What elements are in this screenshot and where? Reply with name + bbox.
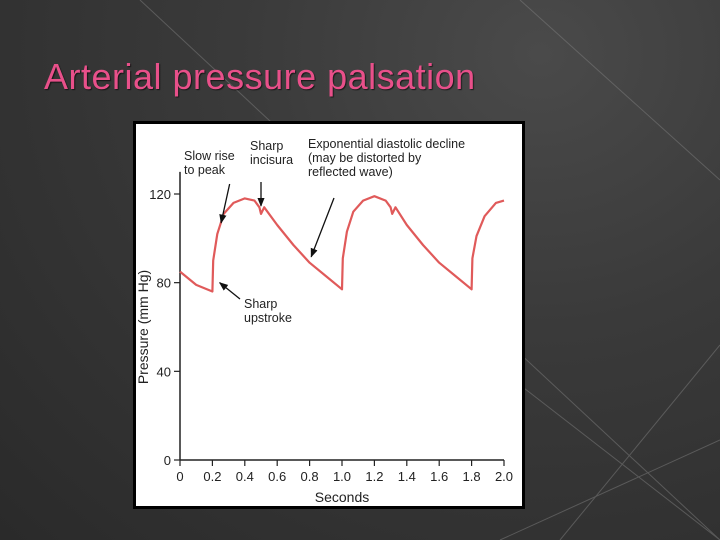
pressure-chart: 0 0.2 0.4 0.6 0.8 1.0 1.2 1.4 1.6 1.8 2.004080120 … — [136, 124, 522, 506]
annotation-text-line: upstroke — [244, 311, 292, 325]
annotation-text-line: reflected wave) — [308, 165, 393, 179]
x-tick-label: 1.6 — [430, 469, 448, 484]
x-tick-label: 1.2 — [365, 469, 383, 484]
x-tick-label: 0.4 — [236, 469, 254, 484]
chart-ticks: 0 0.2 0.4 0.6 0.8 1.0 1.2 1.4 1.6 1.8 2.0 0 40 80 120 — [149, 187, 513, 484]
annotation-diastolic: Exponential diastolic decline(may be dis… — [308, 137, 465, 258]
slide-title: Arterial pressure palsation — [44, 56, 476, 97]
pressure-line — [179, 195, 505, 293]
x-tick-label: 1.8 — [463, 469, 481, 484]
chart-frame: 0 0.2 0.4 0.6 0.8 1.0 1.2 1.4 1.6 1.8 2.0 0 40 80 120 … — [133, 121, 525, 509]
x-tick-label: 2.0 — [495, 469, 513, 484]
x-axis-label: Seconds — [315, 489, 369, 505]
annotation-text-line: Sharp — [244, 297, 277, 311]
y-tick-label: 40 — [157, 364, 171, 379]
x-tick-label: 0 — [176, 469, 183, 484]
chart-series — [179, 195, 505, 293]
annotation-arrow — [219, 183, 231, 224]
annotation-text-line: Sharp — [250, 139, 283, 153]
x-tick-label: 0.2 — [203, 469, 221, 484]
x-tick-label: 0.8 — [301, 469, 319, 484]
y-tick-label: 0 — [164, 453, 171, 468]
annotation-arrow — [218, 282, 241, 300]
x-tick-label: 0.6 — [268, 469, 286, 484]
y-tick-label: 120 — [149, 187, 171, 202]
y-axis-label: Pressure (mm Hg) — [136, 270, 151, 384]
x-tick-label: 1.0 — [333, 469, 351, 484]
annotation-text-line: incisura — [250, 153, 293, 167]
annotation-text-line: (may be distorted by — [308, 151, 422, 165]
annotation-text-line: to peak — [184, 163, 226, 177]
y-tick-label: 80 — [157, 276, 171, 291]
chart-axes — [179, 171, 504, 461]
annotation-text-line: Slow rise — [184, 149, 235, 163]
annotation-arrow — [310, 197, 335, 258]
x-tick-label: 1.4 — [398, 469, 416, 484]
annotation-text-line: Exponential diastolic decline — [308, 137, 465, 151]
